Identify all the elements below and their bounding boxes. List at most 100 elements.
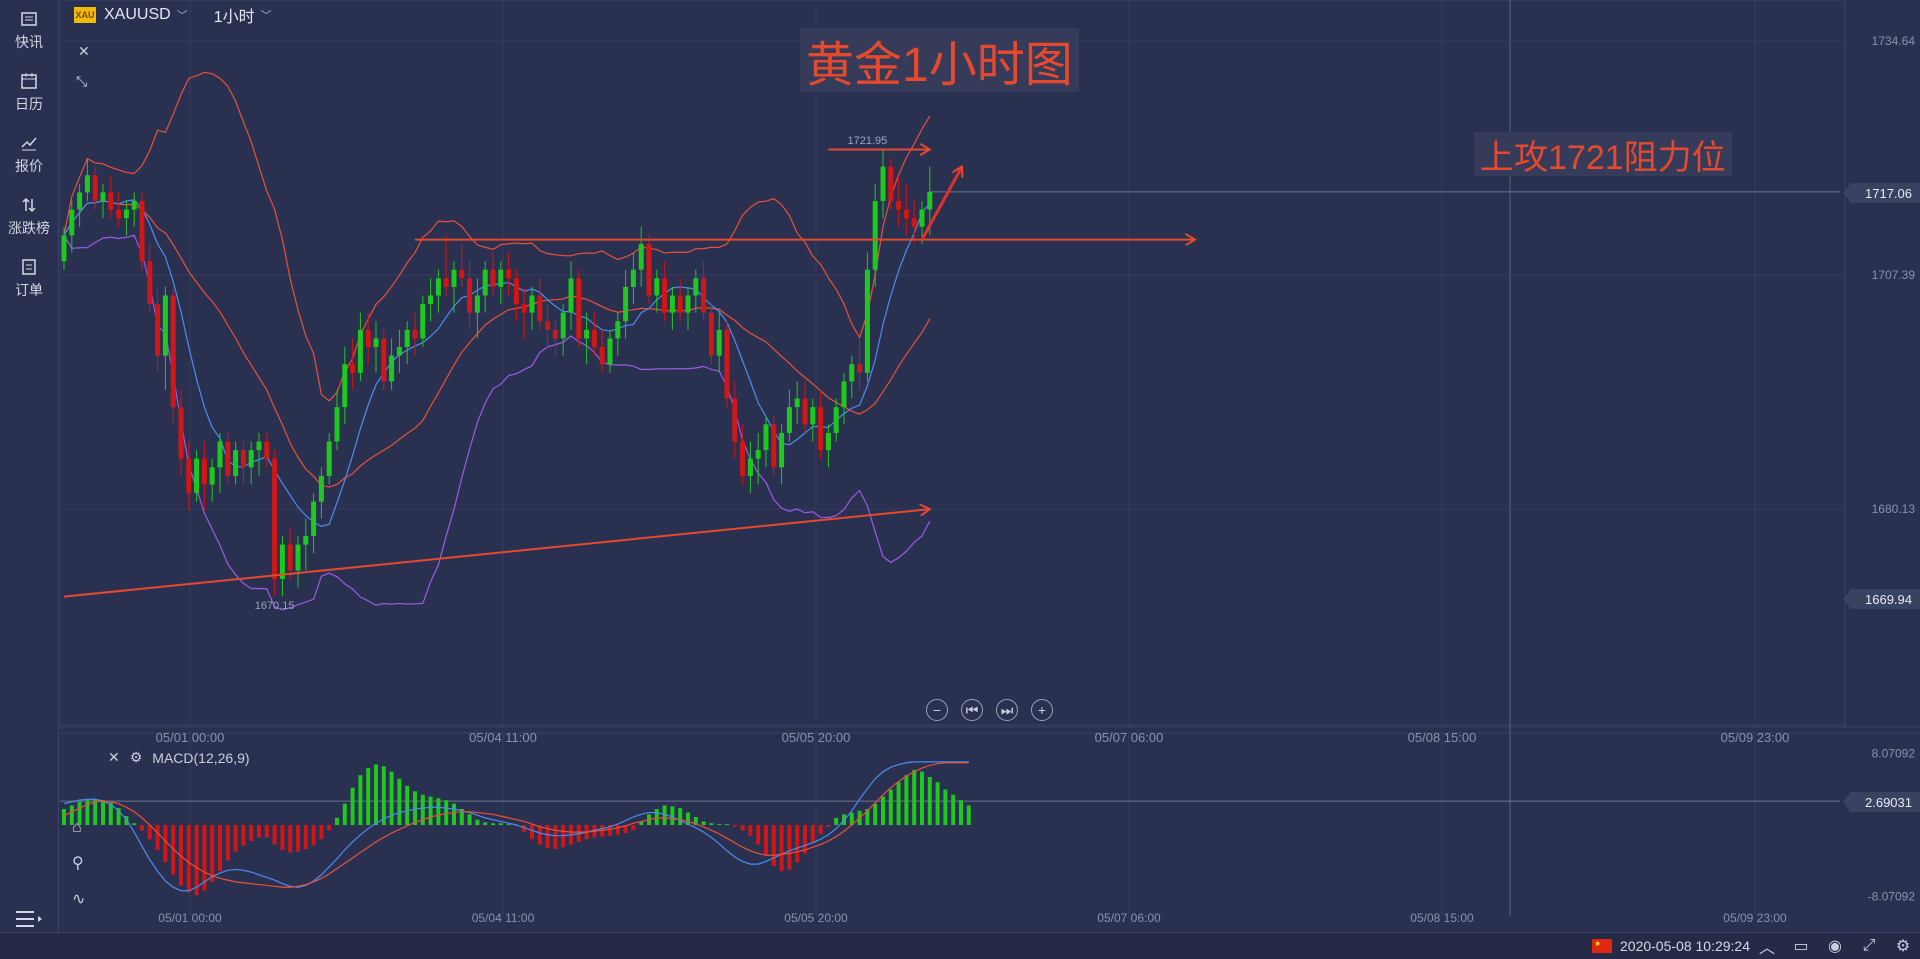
candle-body (225, 441, 231, 476)
chart-canvas[interactable]: 05/01 00:00 05/01 00:00 05/04 11:00 05/04 1… (60, 0, 1920, 933)
macd-histogram-bar (779, 825, 784, 872)
macd-histogram-bar (818, 825, 823, 834)
candle-body (186, 458, 192, 494)
sidebar-item-news[interactable]: 快讯 (0, 0, 58, 62)
macd-histogram-bar (327, 825, 332, 831)
candle-body (857, 364, 863, 373)
candle-body (825, 432, 831, 451)
scroll-end-button[interactable]: ⏭ (996, 699, 1018, 721)
chevron-down-icon: ﹀ (260, 10, 272, 22)
macd-histogram-bar (85, 800, 90, 825)
macd-histogram-bar (873, 803, 878, 825)
macd-histogram-bar (483, 822, 488, 825)
candle-body (451, 269, 457, 287)
cn-flag-icon (1592, 939, 1612, 953)
timeframe-selector[interactable]: 1小时 ﹀ (214, 3, 272, 27)
candle-body (872, 200, 878, 270)
candle-body (77, 192, 83, 210)
candle-body (896, 200, 902, 210)
macd-histogram-bar (709, 823, 714, 825)
candle-body (318, 475, 324, 502)
macd-x-tick-label: 05/01 00:00 (158, 911, 222, 925)
macd-histogram-bar (163, 825, 168, 863)
sidebar-item-updown[interactable]: 涨跌榜 (0, 186, 58, 248)
x-tick-label: 05/09 23:00 (1721, 730, 1790, 745)
candle-body (786, 407, 792, 433)
macd-line-dea (63, 762, 969, 888)
candle-body (474, 295, 480, 313)
left-sidebar: 快讯 日历 报价 涨跌榜 订单 (0, 0, 59, 959)
y-tick-label: 1680.13 (1872, 502, 1916, 516)
shrink-icon: ⤡ (76, 73, 87, 89)
candle-body (155, 304, 161, 356)
candle-body (435, 278, 441, 296)
candle-body (311, 501, 317, 537)
candle-body (615, 321, 621, 339)
gear-icon[interactable]: ⚙ (129, 749, 143, 765)
macd-histogram-bar (358, 775, 363, 825)
windows-icon[interactable]: ▭ (1793, 938, 1809, 955)
candle-body (841, 381, 847, 408)
macd-histogram-bar (935, 782, 940, 825)
sidebar-item-quote[interactable]: 报价 (0, 124, 58, 186)
candle-body (623, 286, 629, 322)
sidebar-item-order[interactable]: 订单 (0, 248, 58, 310)
chevron-up-icon[interactable]: ︿ (1758, 940, 1775, 957)
candle-body (240, 450, 246, 468)
macd-histogram-bar (701, 821, 706, 825)
candle-body (404, 329, 410, 348)
candle-body (61, 235, 67, 262)
macd-histogram-bar (444, 800, 449, 825)
close-icon[interactable]: ✕ (108, 749, 120, 765)
calendar-icon (21, 73, 37, 89)
candle-body (880, 166, 886, 201)
macd-histogram-bar (810, 825, 815, 843)
candle-body (147, 261, 153, 305)
zoom-out-button[interactable]: − (926, 699, 948, 721)
camera-icon[interactable]: ◉ (1828, 938, 1842, 955)
candle-body (170, 295, 176, 408)
macd-histogram-bar (186, 825, 191, 893)
candle-body (459, 269, 465, 279)
macd-histogram-bar (140, 825, 144, 831)
macd-histogram-bar (108, 802, 113, 825)
low-price-label: 1670.15 (255, 600, 295, 612)
macd-histogram-bar (257, 825, 261, 838)
macd-histogram-bar (725, 824, 729, 826)
settings-icon[interactable]: ⚙ (1895, 938, 1911, 955)
breakout-arrow (920, 167, 962, 241)
candle-body (303, 536, 309, 545)
candle-body (100, 192, 106, 201)
macd-x-tick-label: 05/08 15:00 (1410, 911, 1474, 925)
sidebar-item-label: 快讯 (15, 34, 43, 50)
candle-body (116, 209, 122, 219)
scroll-start-button[interactable]: ⏮ (961, 699, 983, 721)
fullscreen-icon[interactable]: ⤢ (1862, 937, 1876, 954)
candle-body (373, 338, 379, 348)
candle-body (630, 269, 636, 287)
macd-histogram-bar (670, 806, 675, 825)
candle-body (178, 407, 184, 459)
candle-body (903, 209, 909, 219)
macd-histogram-bar (686, 812, 690, 825)
symbol-selector[interactable]: XAUUSD ﹀ (104, 6, 188, 24)
macd-histogram-bar (69, 805, 74, 825)
sidebar-item-calendar[interactable]: 日历 (0, 62, 58, 124)
candle-body (490, 269, 496, 287)
bollinger-upper-line (63, 71, 931, 402)
price-pane-border (60, 0, 1846, 726)
macd-histogram-bar (678, 808, 683, 825)
macd-histogram-bar (397, 778, 402, 825)
candle-body (802, 398, 808, 425)
candle-body (326, 441, 332, 476)
macd-histogram-bar (615, 825, 620, 835)
candle-body (794, 398, 800, 408)
candle-body (92, 175, 98, 201)
candle-body (552, 329, 558, 339)
candle-body (685, 295, 691, 313)
macd-histogram-bar (787, 825, 792, 870)
zoom-in-button[interactable]: + (1031, 699, 1053, 721)
menu-icon[interactable] (14, 907, 44, 931)
candle-body (350, 364, 356, 373)
candle-body (693, 278, 699, 296)
